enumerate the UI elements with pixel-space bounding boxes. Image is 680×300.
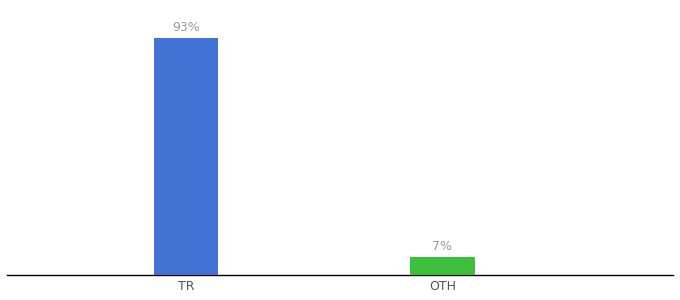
- Text: 7%: 7%: [432, 240, 452, 253]
- Bar: [411, 257, 475, 274]
- Text: 93%: 93%: [173, 21, 200, 34]
- Bar: [154, 38, 218, 274]
